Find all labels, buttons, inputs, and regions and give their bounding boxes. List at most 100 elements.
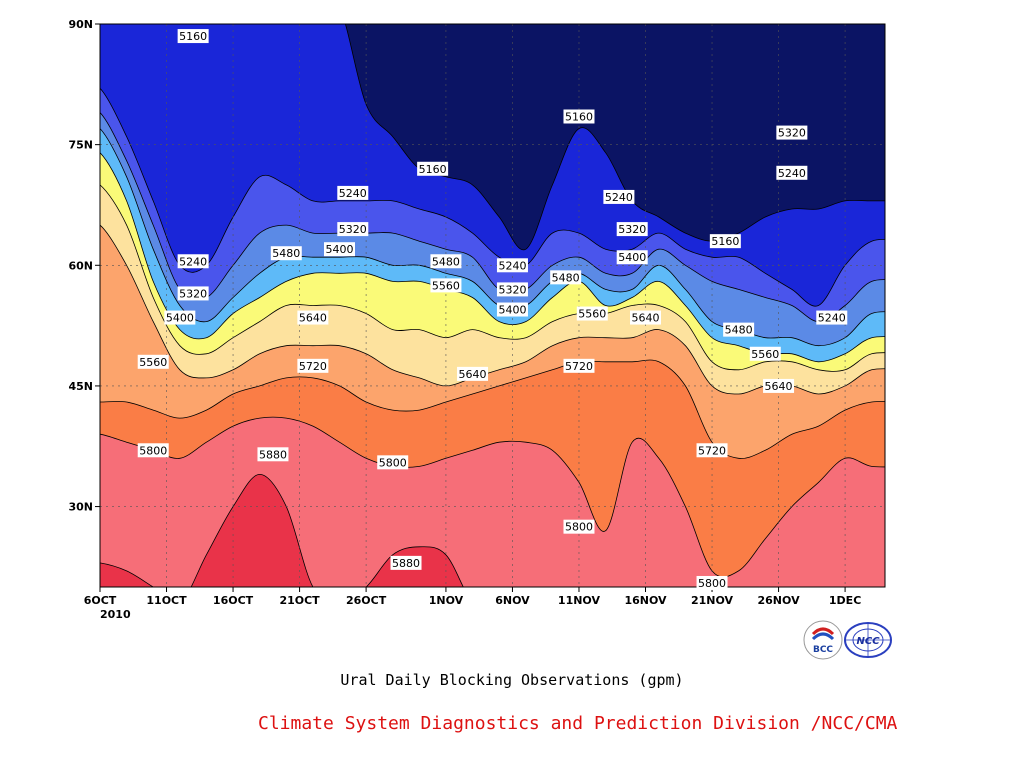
contour-label-text: 5240	[818, 312, 846, 325]
contour-label-box	[776, 125, 808, 140]
contour-label-box	[749, 346, 781, 361]
contour-label-text: 5800	[565, 521, 593, 534]
contour-label-text: 5560	[578, 308, 606, 321]
contour-label-text: 5240	[339, 187, 367, 200]
contour-label: 5640	[297, 310, 329, 325]
contour-label-text: 5880	[259, 448, 287, 461]
contour-label: 5640	[630, 310, 662, 325]
contour-label-text: 5640	[299, 312, 327, 325]
contour-label: 5720	[563, 358, 595, 373]
contour-label-text: 5400	[166, 312, 194, 325]
contour-label-text: 5880	[392, 557, 420, 570]
x-tick-label: 21NOV	[691, 594, 734, 607]
contour-label-box	[709, 234, 741, 249]
contour-label-text: 5480	[552, 271, 580, 284]
contour-label-box	[563, 519, 595, 534]
contour-line-5800	[100, 416, 885, 578]
contour-label-box	[177, 254, 209, 269]
contour-label: 5240	[337, 185, 369, 200]
contour-label-text: 5640	[459, 368, 487, 381]
contour-label-box	[297, 310, 329, 325]
contour-label: 5320	[177, 286, 209, 301]
contour-label: 5800	[563, 519, 595, 534]
svg-text:NCC: NCC	[856, 636, 880, 647]
contour-label: 5240	[776, 165, 808, 180]
bcc-logo: BCC	[803, 620, 843, 660]
plot-frame	[99, 23, 886, 588]
contour-label-text: 5560	[751, 348, 779, 361]
contour-label-text: 5320	[498, 283, 526, 296]
contour-label-text: 5480	[432, 255, 460, 268]
x-tick-label: 11NOV	[558, 594, 601, 607]
contour-label-text: 5240	[179, 255, 207, 268]
contour-label: 5480	[723, 322, 755, 337]
contour-label-text: 5400	[618, 251, 646, 264]
contour-label-box	[696, 443, 728, 458]
contour-label-box	[576, 306, 608, 321]
contour-label-box	[337, 185, 369, 200]
contour-label: 5640	[457, 366, 489, 381]
contour-label-box	[550, 270, 582, 285]
contour-label-text: 5800	[139, 444, 167, 457]
contour-labels: 5160 5160 5160 5160 5240 5240 5240 5240 5240 5240…	[137, 29, 848, 590]
contour-label-box	[603, 189, 635, 204]
contour-label-text: 5160	[565, 110, 593, 123]
contour-label: 5160	[709, 234, 741, 249]
contour-label-box	[137, 354, 169, 369]
contour-label: 5560	[576, 306, 608, 321]
contour-label: 5240	[816, 310, 848, 325]
contour-label: 5320	[337, 222, 369, 237]
contour-label-text: 5400	[325, 243, 353, 256]
contour-label-text: 5320	[339, 223, 367, 236]
contour-line-5880	[100, 473, 464, 587]
contour-label-text: 5640	[632, 312, 660, 325]
contour-label-box	[457, 366, 489, 381]
contour-label: 5880	[390, 555, 422, 570]
x-tick-label: 26OCT	[346, 594, 387, 607]
contour-label-text: 5720	[565, 360, 593, 373]
band-below-5160	[345, 24, 885, 250]
contour-label: 5160	[417, 161, 449, 176]
contour-label: 5160	[563, 109, 595, 124]
contour-line-5560	[100, 184, 885, 372]
x-tick-label: 1DEC	[829, 594, 861, 607]
contour-label: 5400	[323, 242, 355, 257]
x-tick-label: 16NOV	[624, 594, 667, 607]
contour-line-5400	[100, 128, 885, 347]
contour-label: 5400	[496, 302, 528, 317]
contour-label-box	[776, 165, 808, 180]
contour-label-box	[616, 250, 648, 265]
contour-label: 5400	[616, 250, 648, 265]
contour-label: 5480	[430, 254, 462, 269]
contour-label: 5480	[270, 246, 302, 261]
contour-label-text: 5400	[498, 304, 526, 317]
ncc-logo: NCC	[844, 622, 892, 658]
contour-label-box	[323, 242, 355, 257]
contour-label-box	[390, 555, 422, 570]
contour-label-text: 5240	[605, 191, 633, 204]
contour-label-text: 5800	[698, 577, 726, 590]
contour-label-text: 5560	[139, 356, 167, 369]
contour-label: 5400	[164, 310, 196, 325]
contour-line-5720	[100, 359, 885, 459]
contour-label-text: 5720	[299, 360, 327, 373]
contour-label-box	[496, 302, 528, 317]
contour-label-box	[723, 322, 755, 337]
contour-label: 5640	[763, 378, 795, 393]
contour-label: 5800	[696, 575, 728, 590]
contour-label-box	[297, 358, 329, 373]
contour-label-box	[417, 161, 449, 176]
contour-label-box	[763, 378, 795, 393]
contour-label-text: 5640	[765, 380, 793, 393]
contour-label: 5720	[696, 443, 728, 458]
y-tick-label: 30N	[68, 501, 93, 514]
contour-label-text: 5320	[778, 127, 806, 140]
contour-line-5160	[344, 24, 885, 251]
contour-label: 5240	[177, 254, 209, 269]
contour-label-text: 5480	[272, 247, 300, 260]
contour-label: 5560	[137, 354, 169, 369]
axes: 6OCT 11OCT 16OCT 21OCT 26OCT 1NOV 6NOV 11NOV 16N…	[68, 18, 861, 621]
y-tick-label: 45N	[68, 380, 93, 393]
x-year-label: 2010	[100, 608, 131, 621]
